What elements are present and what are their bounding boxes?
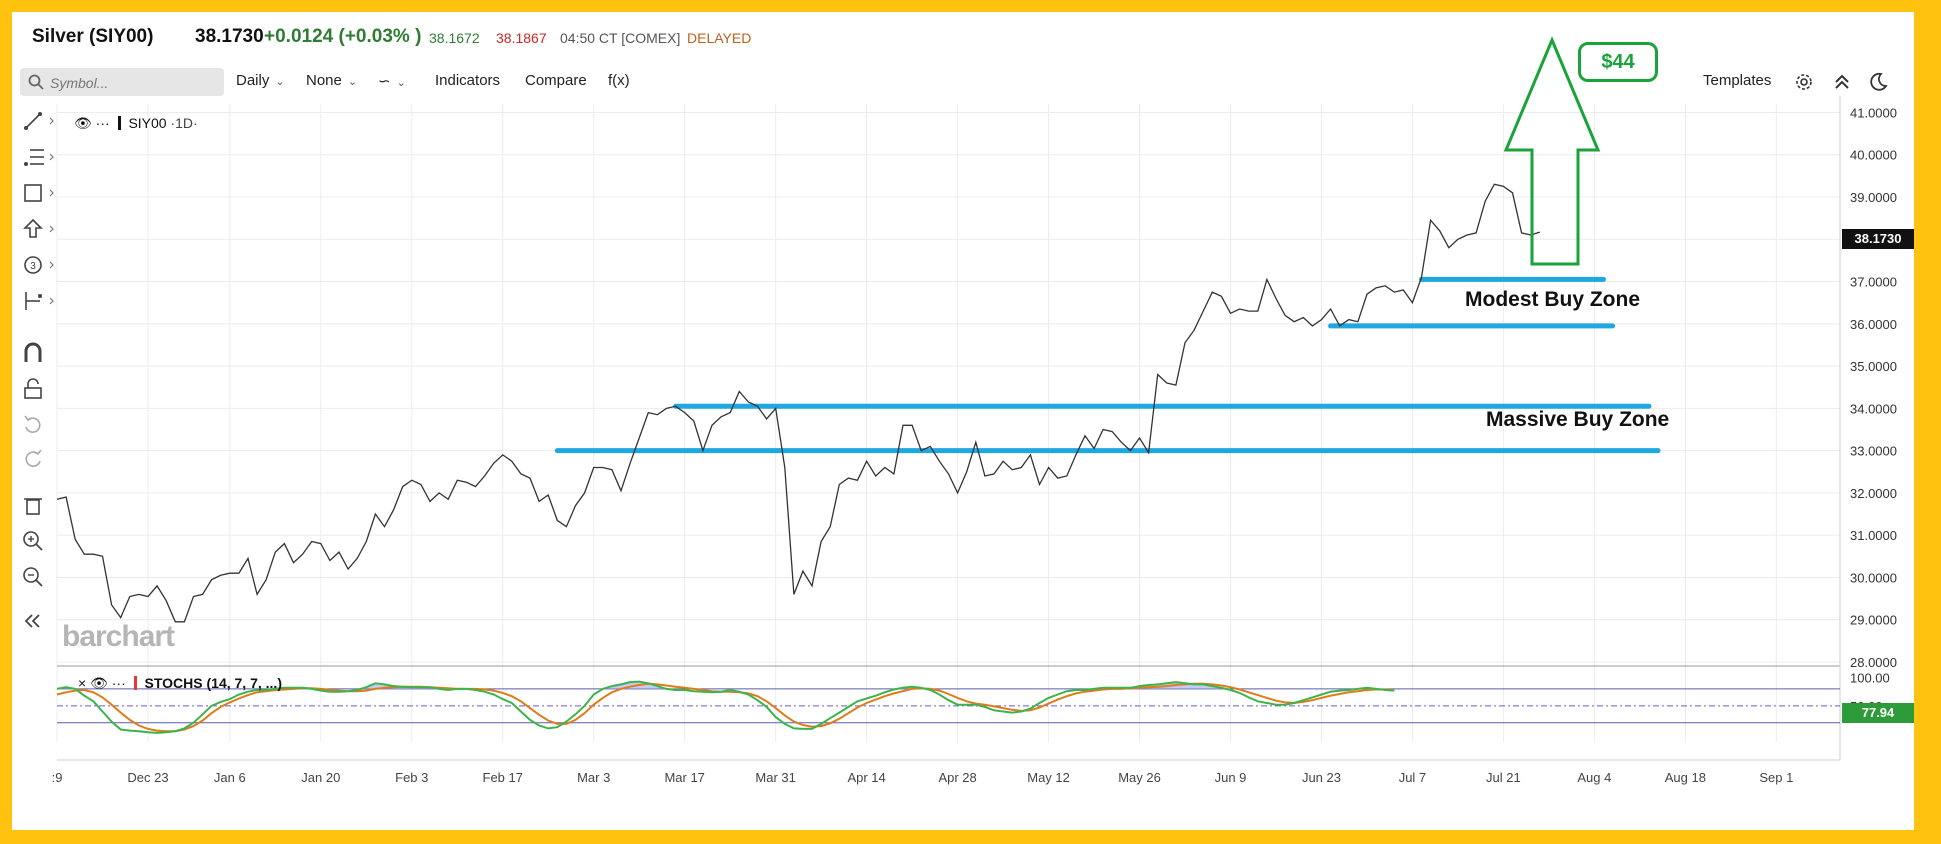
price-target-label: $44 [1578,42,1658,82]
gear-icon[interactable] [1794,72,1814,92]
modest-buy-zone-label: Modest Buy Zone [1465,288,1641,311]
stoch-title: STOCHS (14, 7, 7, ...) [144,675,282,691]
price-tick-label: 39.0000 [1850,190,1897,205]
zoom-out-icon[interactable] [20,564,56,590]
date-tick-label: May 26 [1118,770,1161,785]
chevron-down-icon: ⌄ [275,76,285,88]
massive-buy-zone-label: Massive Buy Zone [1486,408,1670,431]
date-tick-label: Aug 18 [1665,770,1706,785]
more-icon[interactable]: ··· [111,675,126,691]
stoch-value-tag: 77.94 [1842,703,1914,723]
interval-label: Daily [236,72,270,89]
date-tick-label: Dec 23 [127,770,168,785]
templates-button[interactable]: Templates [1703,72,1772,89]
chart-type-dropdown[interactable]: ∽ ⌄ [378,72,406,90]
date-tick-label: Jun 9 [1215,770,1247,785]
svg-text:3: 3 [30,261,36,272]
price-tick-label: 37.0000 [1850,275,1897,290]
stoch-tick-label: 100.00 [1850,671,1890,686]
line-chart-icon: ∽ [378,73,391,90]
fib-tool-icon[interactable] [20,144,56,170]
dark-mode-icon[interactable] [1868,72,1888,92]
date-tick-label: Aug 4 [1577,770,1611,785]
arrow-tool-icon[interactable] [20,216,56,242]
price-tick-label: 36.0000 [1850,317,1897,332]
date-tick-label: May 12 [1027,770,1070,785]
price-tick-label: 33.0000 [1850,444,1897,459]
stoch-swatch [133,676,137,690]
interval-dropdown[interactable]: Daily ⌄ [236,72,285,89]
date-tick-label: Feb 3 [395,770,428,785]
price-tick-label: 40.0000 [1850,148,1897,163]
date-tick-label: Jul 21 [1486,770,1521,785]
date-tick-label: Sep 1 [1759,770,1793,785]
trendline-tool-icon[interactable] [20,108,56,134]
undo-icon[interactable] [20,412,56,438]
barchart-watermark: barchart [62,620,175,653]
date-tick-label: Jul 7 [1399,770,1426,785]
symbol-search[interactable] [20,68,224,96]
quote-time: 04:50 CT [COMEX] [560,30,681,46]
date-tick-label: :9 [52,770,63,785]
measure-tool-icon[interactable] [20,288,56,314]
last-price: 38.1730 [195,26,264,47]
main-legend: 👁 ··· SIY00 ·1D· [74,115,198,132]
rectangle-tool-icon[interactable] [20,180,56,206]
collapse-toolbar-icon[interactable] [20,608,56,634]
eye-icon[interactable]: 👁 [74,115,92,131]
quote-header: Silver (SIY00) 38.1730 +0.0124 (+0.03% )… [12,12,1912,64]
chevron-down-icon: ⌄ [347,76,358,88]
magnet-icon[interactable] [20,340,56,366]
chart-frame: Silver (SIY00) 38.1730 +0.0124 (+0.03% )… [12,12,1914,830]
high-price: 38.1867 [496,30,547,46]
compare-button[interactable]: Compare [525,72,587,89]
date-tick-label: Mar 17 [664,770,704,785]
trash-icon[interactable] [20,492,56,518]
price-tick-label: 34.0000 [1850,401,1897,416]
date-tick-label: Jun 23 [1302,770,1341,785]
redo-icon[interactable] [20,446,56,472]
price-tick-label: 32.0000 [1850,486,1897,501]
price-tick-label: 29.0000 [1850,613,1897,628]
search-icon [28,74,44,90]
stoch-legend: × 👁 ··· STOCHS (14, 7, 7, ...) [78,675,282,692]
price-tick-label: 41.0000 [1850,105,1897,120]
series-swatch [117,116,121,130]
elliott-wave-tool-icon[interactable]: 3 [20,252,56,278]
instrument-title: Silver (SIY00) [32,26,154,47]
price-change: +0.0124 (+0.03% ) [264,26,422,47]
price-tick-label: 31.0000 [1850,528,1897,543]
indicators-button[interactable]: Indicators [435,72,501,89]
last-price-tag: 38.1730 [1842,229,1914,249]
unlock-icon[interactable] [20,376,56,402]
delayed-status: DELAYED [687,30,752,46]
price-tick-label: 30.0000 [1850,570,1897,585]
date-tick-label: Mar 31 [755,770,795,785]
price-tick-label: 28.0000 [1850,655,1897,670]
fx-button[interactable]: f(x) [608,72,630,89]
overlay-dropdown[interactable]: None ⌄ [306,72,357,89]
silver-price-line [56,183,1540,623]
close-icon[interactable]: × [78,675,87,691]
price-chart[interactable]: 41.000040.000039.000038.000037.000036.00… [12,12,1914,830]
collapse-icon[interactable] [1832,72,1852,92]
zoom-in-icon[interactable] [20,528,56,554]
low-price: 38.1672 [429,30,480,46]
date-tick-label: Apr 14 [847,770,885,785]
more-icon[interactable]: ··· [95,115,110,131]
chevron-down-icon: ⌄ [396,77,406,89]
stoch-k-line [56,680,1395,734]
eye-icon[interactable]: 👁 [90,675,108,691]
date-tick-label: Apr 28 [938,770,976,785]
date-tick-label: Jan 6 [214,770,246,785]
overlay-label: None [306,72,342,89]
date-tick-label: Feb 17 [483,770,523,785]
target-arrow [1503,36,1601,266]
price-tick-label: 35.0000 [1850,359,1897,374]
date-tick-label: Jan 20 [301,770,340,785]
date-tick-label: Mar 3 [577,770,610,785]
legend-symbol: SIY00 [128,115,167,131]
search-input[interactable] [48,72,222,94]
legend-interval: ·1D· [170,115,198,131]
